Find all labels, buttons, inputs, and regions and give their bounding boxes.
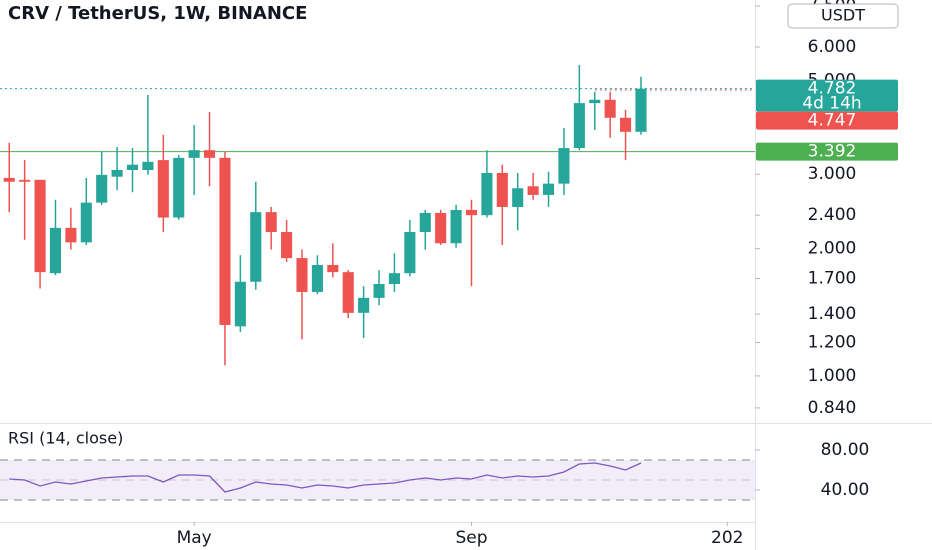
candle-body — [157, 160, 169, 218]
y-tick-label: 2.400 — [808, 205, 857, 225]
candle-body — [19, 179, 31, 182]
candle-body — [250, 212, 262, 282]
candle-body — [342, 272, 354, 313]
candle-body — [281, 232, 293, 259]
price-badge — [756, 111, 898, 130]
candle-body — [481, 173, 493, 216]
candle-body — [96, 174, 108, 203]
candle-body — [465, 209, 478, 216]
candle-body — [296, 258, 308, 292]
price-badge — [756, 79, 898, 112]
candle-body — [219, 157, 231, 325]
currency-label[interactable]: USDT — [821, 6, 865, 25]
y-tick-label: 2.000 — [808, 239, 857, 259]
candle-body — [3, 177, 15, 182]
candle-body — [512, 188, 524, 207]
candle-body — [34, 179, 46, 273]
y-tick-label: 1.400 — [808, 304, 857, 324]
candle-body — [126, 164, 139, 170]
candle-body — [188, 150, 200, 158]
rsi-title: RSI (14, close) — [8, 429, 123, 448]
candle-body — [311, 264, 323, 292]
candle-body — [373, 283, 385, 298]
rsi-tick-label: 40.00 — [821, 480, 870, 500]
candle-body — [234, 281, 246, 327]
price-badge-label: 4.782 — [808, 79, 857, 99]
countdown-label: 4d 14h — [802, 94, 861, 114]
price-badge-label: 3.392 — [808, 142, 857, 162]
y-tick-label: 1.700 — [808, 269, 857, 289]
candle-body — [527, 186, 539, 195]
candle-body — [65, 227, 77, 243]
price-badge — [756, 142, 898, 161]
candle-body — [111, 169, 123, 177]
y-tick-label: 6.000 — [808, 37, 857, 57]
candle-body — [496, 173, 508, 207]
candle-body — [435, 212, 447, 244]
candle-body — [173, 157, 185, 218]
candle-body — [450, 209, 462, 244]
candle-body — [419, 212, 431, 233]
y-tick-label: 1.000 — [808, 366, 857, 386]
candle-body — [49, 227, 62, 274]
x-tick-label: 202 — [711, 528, 743, 548]
y-tick-label: 1.200 — [808, 332, 857, 352]
chart-title: CRV / TetherUS, 1W, BINANCE — [8, 3, 307, 24]
candle-body — [265, 212, 277, 233]
candle-body — [542, 183, 555, 195]
candle-body — [80, 202, 92, 243]
candle-body — [358, 297, 370, 313]
currency-button[interactable] — [787, 3, 899, 29]
candle-body — [558, 148, 570, 184]
candle-body — [620, 117, 632, 132]
candle-body — [635, 88, 647, 132]
candle-body — [204, 150, 216, 158]
rsi-band — [0, 460, 755, 500]
candle-body — [388, 273, 400, 284]
price-badge-label: 4.747 — [808, 111, 857, 131]
x-tick-label: Sep — [455, 528, 487, 548]
rsi-tick-label: 80.00 — [821, 440, 870, 460]
y-tick-label: 0.840 — [808, 398, 857, 418]
candle-body — [327, 264, 339, 273]
candle-body — [589, 99, 601, 104]
y-tick-label: 3.000 — [808, 164, 857, 184]
rsi-line — [9, 462, 642, 493]
candle-body — [573, 103, 585, 149]
candle-body — [604, 99, 616, 118]
candle-body — [404, 232, 416, 274]
candle-body — [142, 161, 154, 170]
x-tick-label: May — [177, 528, 212, 548]
